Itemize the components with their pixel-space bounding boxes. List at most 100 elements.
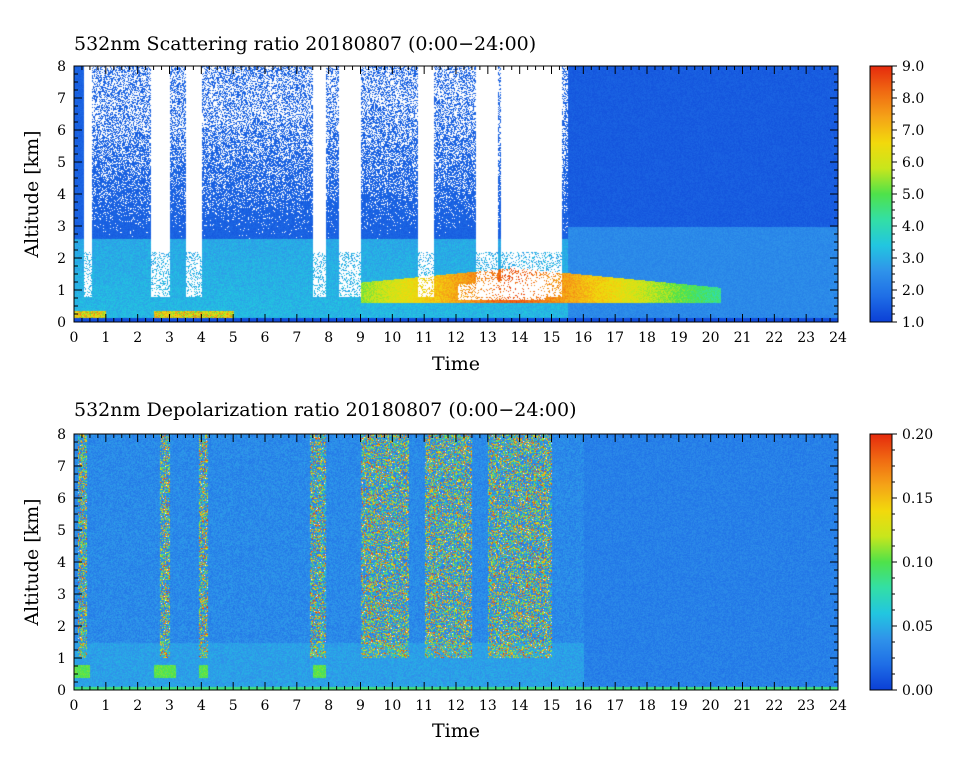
panel1-title: 532nm Scattering ratio 20180807 (0:00−24… bbox=[74, 33, 536, 55]
x-tick-label: 13 bbox=[479, 698, 497, 714]
x-tick-label: 0 bbox=[70, 330, 79, 346]
panel2-colorbar: 0.00 0.05 0.10 0.15 0.20 bbox=[869, 427, 933, 699]
panel2-y-axis: 0 1 2 3 4 5 6 7 8 bbox=[57, 427, 838, 699]
colorbar-tick-label: 0.15 bbox=[902, 491, 933, 507]
y-tick-label: 8 bbox=[57, 427, 66, 443]
panel2-heatmap-frame bbox=[74, 434, 838, 690]
x-tick-label: 19 bbox=[670, 698, 688, 714]
depolarization-ratio-panel: 532nm Depolarization ratio 20180807 (0:0… bbox=[21, 399, 933, 742]
panel1-colorbar: 1.0 2.0 3.0 4.0 5.0 6.0 7.0 8.0 9.0 bbox=[869, 59, 924, 331]
colorbar-tick-label: 8.0 bbox=[902, 91, 924, 107]
colorbar-tick-label: 0.10 bbox=[902, 555, 933, 571]
x-tick-label: 7 bbox=[292, 330, 301, 346]
panel2-x-label: Time bbox=[432, 720, 480, 742]
panel1-heatmap-frame bbox=[74, 66, 838, 322]
x-tick-label: 4 bbox=[197, 330, 206, 346]
x-tick-label: 20 bbox=[702, 330, 720, 346]
y-tick-label: 0 bbox=[57, 315, 66, 331]
y-tick-label: 5 bbox=[57, 155, 66, 171]
x-tick-label: 3 bbox=[165, 330, 174, 346]
colorbar-tick-label: 1.0 bbox=[902, 315, 924, 331]
y-tick-label: 1 bbox=[57, 651, 66, 667]
y-tick-label: 8 bbox=[57, 59, 66, 75]
colorbar-tick-label: 3.0 bbox=[902, 251, 924, 267]
y-tick-label: 7 bbox=[57, 459, 66, 475]
x-tick-label: 14 bbox=[511, 698, 529, 714]
y-tick-label: 5 bbox=[57, 523, 66, 539]
panel1-x-axis: 0 1 2 3 4 5 6 7 8 9 10 11 12 13 14 15 16 17 18 19 20 21 22 23 24 bbox=[70, 66, 847, 346]
y-tick-label: 3 bbox=[57, 219, 66, 235]
x-tick-label: 21 bbox=[734, 330, 752, 346]
colorbar-tick-label: 5.0 bbox=[902, 187, 924, 203]
x-tick-label: 5 bbox=[229, 330, 238, 346]
panel2-title: 532nm Depolarization ratio 20180807 (0:0… bbox=[74, 399, 576, 421]
x-tick-label: 8 bbox=[324, 330, 333, 346]
x-tick-label: 18 bbox=[638, 330, 656, 346]
panel2-y-label: Altitude [km] bbox=[21, 498, 43, 626]
x-tick-label: 11 bbox=[415, 698, 433, 714]
colorbar-tick-label: 2.0 bbox=[902, 283, 924, 299]
y-tick-label: 4 bbox=[57, 555, 66, 571]
x-tick-label: 6 bbox=[261, 330, 270, 346]
x-tick-label: 2 bbox=[133, 330, 142, 346]
colorbar-tick-label: 7.0 bbox=[902, 123, 924, 139]
x-tick-label: 16 bbox=[574, 698, 592, 714]
panel1-x-label: Time bbox=[432, 353, 480, 375]
colorbar-tick-label: 0.20 bbox=[902, 427, 933, 443]
x-tick-label: 16 bbox=[574, 330, 592, 346]
x-tick-label: 6 bbox=[261, 698, 270, 714]
panel2-x-axis: 0 1 2 3 4 5 6 7 8 9 10 11 12 13 14 15 16 17 18 19 20 21 22 23 24 bbox=[70, 434, 847, 714]
x-tick-label: 14 bbox=[511, 330, 529, 346]
x-tick-label: 17 bbox=[606, 698, 624, 714]
x-tick-label: 4 bbox=[197, 698, 206, 714]
x-tick-label: 24 bbox=[829, 698, 847, 714]
scattering-ratio-heatmap bbox=[74, 66, 838, 322]
x-tick-label: 5 bbox=[229, 698, 238, 714]
x-tick-label: 12 bbox=[447, 698, 465, 714]
x-tick-label: 23 bbox=[797, 330, 815, 346]
colorbar-tick-label: 9.0 bbox=[902, 59, 924, 75]
y-tick-label: 1 bbox=[57, 283, 66, 299]
scattering-ratio-panel: 532nm Scattering ratio 20180807 (0:00−24… bbox=[21, 33, 924, 375]
x-tick-label: 13 bbox=[479, 330, 497, 346]
x-tick-label: 10 bbox=[383, 330, 401, 346]
colorbar-tick-label: 4.0 bbox=[902, 219, 924, 235]
colorbar-tick-label: 6.0 bbox=[902, 155, 924, 171]
x-tick-label: 22 bbox=[765, 330, 783, 346]
y-tick-label: 6 bbox=[57, 123, 66, 139]
x-tick-label: 18 bbox=[638, 698, 656, 714]
x-tick-label: 1 bbox=[101, 698, 110, 714]
x-tick-label: 7 bbox=[292, 698, 301, 714]
y-tick-label: 2 bbox=[57, 251, 66, 267]
colorbar-tick-label: 0.00 bbox=[902, 683, 933, 699]
x-tick-label: 23 bbox=[797, 698, 815, 714]
x-tick-label: 15 bbox=[543, 698, 561, 714]
x-tick-label: 15 bbox=[543, 330, 561, 346]
depolarization-ratio-heatmap bbox=[74, 434, 838, 690]
x-tick-label: 20 bbox=[702, 698, 720, 714]
x-tick-label: 21 bbox=[734, 698, 752, 714]
colorbar-gradient bbox=[869, 433, 893, 691]
x-tick-label: 8 bbox=[324, 698, 333, 714]
colorbar-gradient bbox=[869, 65, 893, 323]
x-tick-label: 3 bbox=[165, 698, 174, 714]
x-tick-label: 9 bbox=[356, 330, 365, 346]
y-tick-label: 6 bbox=[57, 491, 66, 507]
x-tick-label: 11 bbox=[415, 330, 433, 346]
panel1-y-axis: 0 1 2 3 4 5 6 7 8 bbox=[57, 59, 838, 331]
x-tick-label: 22 bbox=[765, 698, 783, 714]
x-tick-label: 19 bbox=[670, 330, 688, 346]
x-tick-label: 12 bbox=[447, 330, 465, 346]
y-tick-label: 4 bbox=[57, 187, 66, 203]
x-tick-label: 24 bbox=[829, 330, 847, 346]
colorbar-tick-label: 0.05 bbox=[902, 619, 933, 635]
x-tick-label: 2 bbox=[133, 698, 142, 714]
y-tick-label: 2 bbox=[57, 619, 66, 635]
x-tick-label: 17 bbox=[606, 330, 624, 346]
y-tick-label: 0 bbox=[57, 683, 66, 699]
x-tick-label: 9 bbox=[356, 698, 365, 714]
x-tick-label: 10 bbox=[383, 698, 401, 714]
x-tick-label: 0 bbox=[70, 698, 79, 714]
x-tick-label: 1 bbox=[101, 330, 110, 346]
